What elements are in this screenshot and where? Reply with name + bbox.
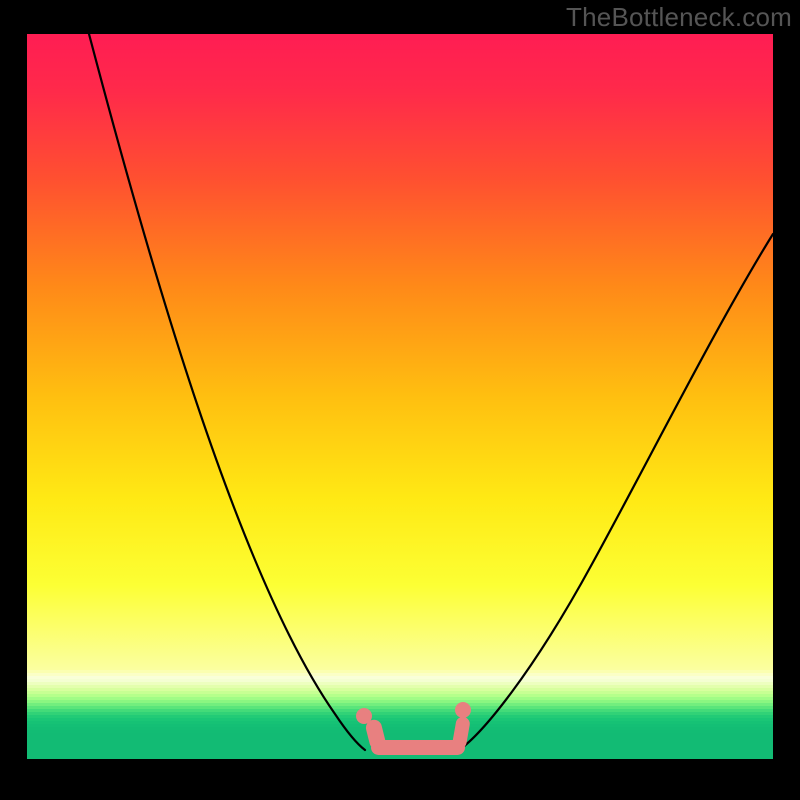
right-curve xyxy=(459,234,773,750)
watermark-text: TheBottleneck.com xyxy=(566,2,792,33)
curve-layer xyxy=(27,34,773,759)
plot-area xyxy=(27,34,773,759)
marker-dot xyxy=(356,708,372,724)
left-curve xyxy=(89,34,365,750)
chart-viewport: TheBottleneck.com xyxy=(0,0,800,800)
marker-dot xyxy=(455,702,471,718)
